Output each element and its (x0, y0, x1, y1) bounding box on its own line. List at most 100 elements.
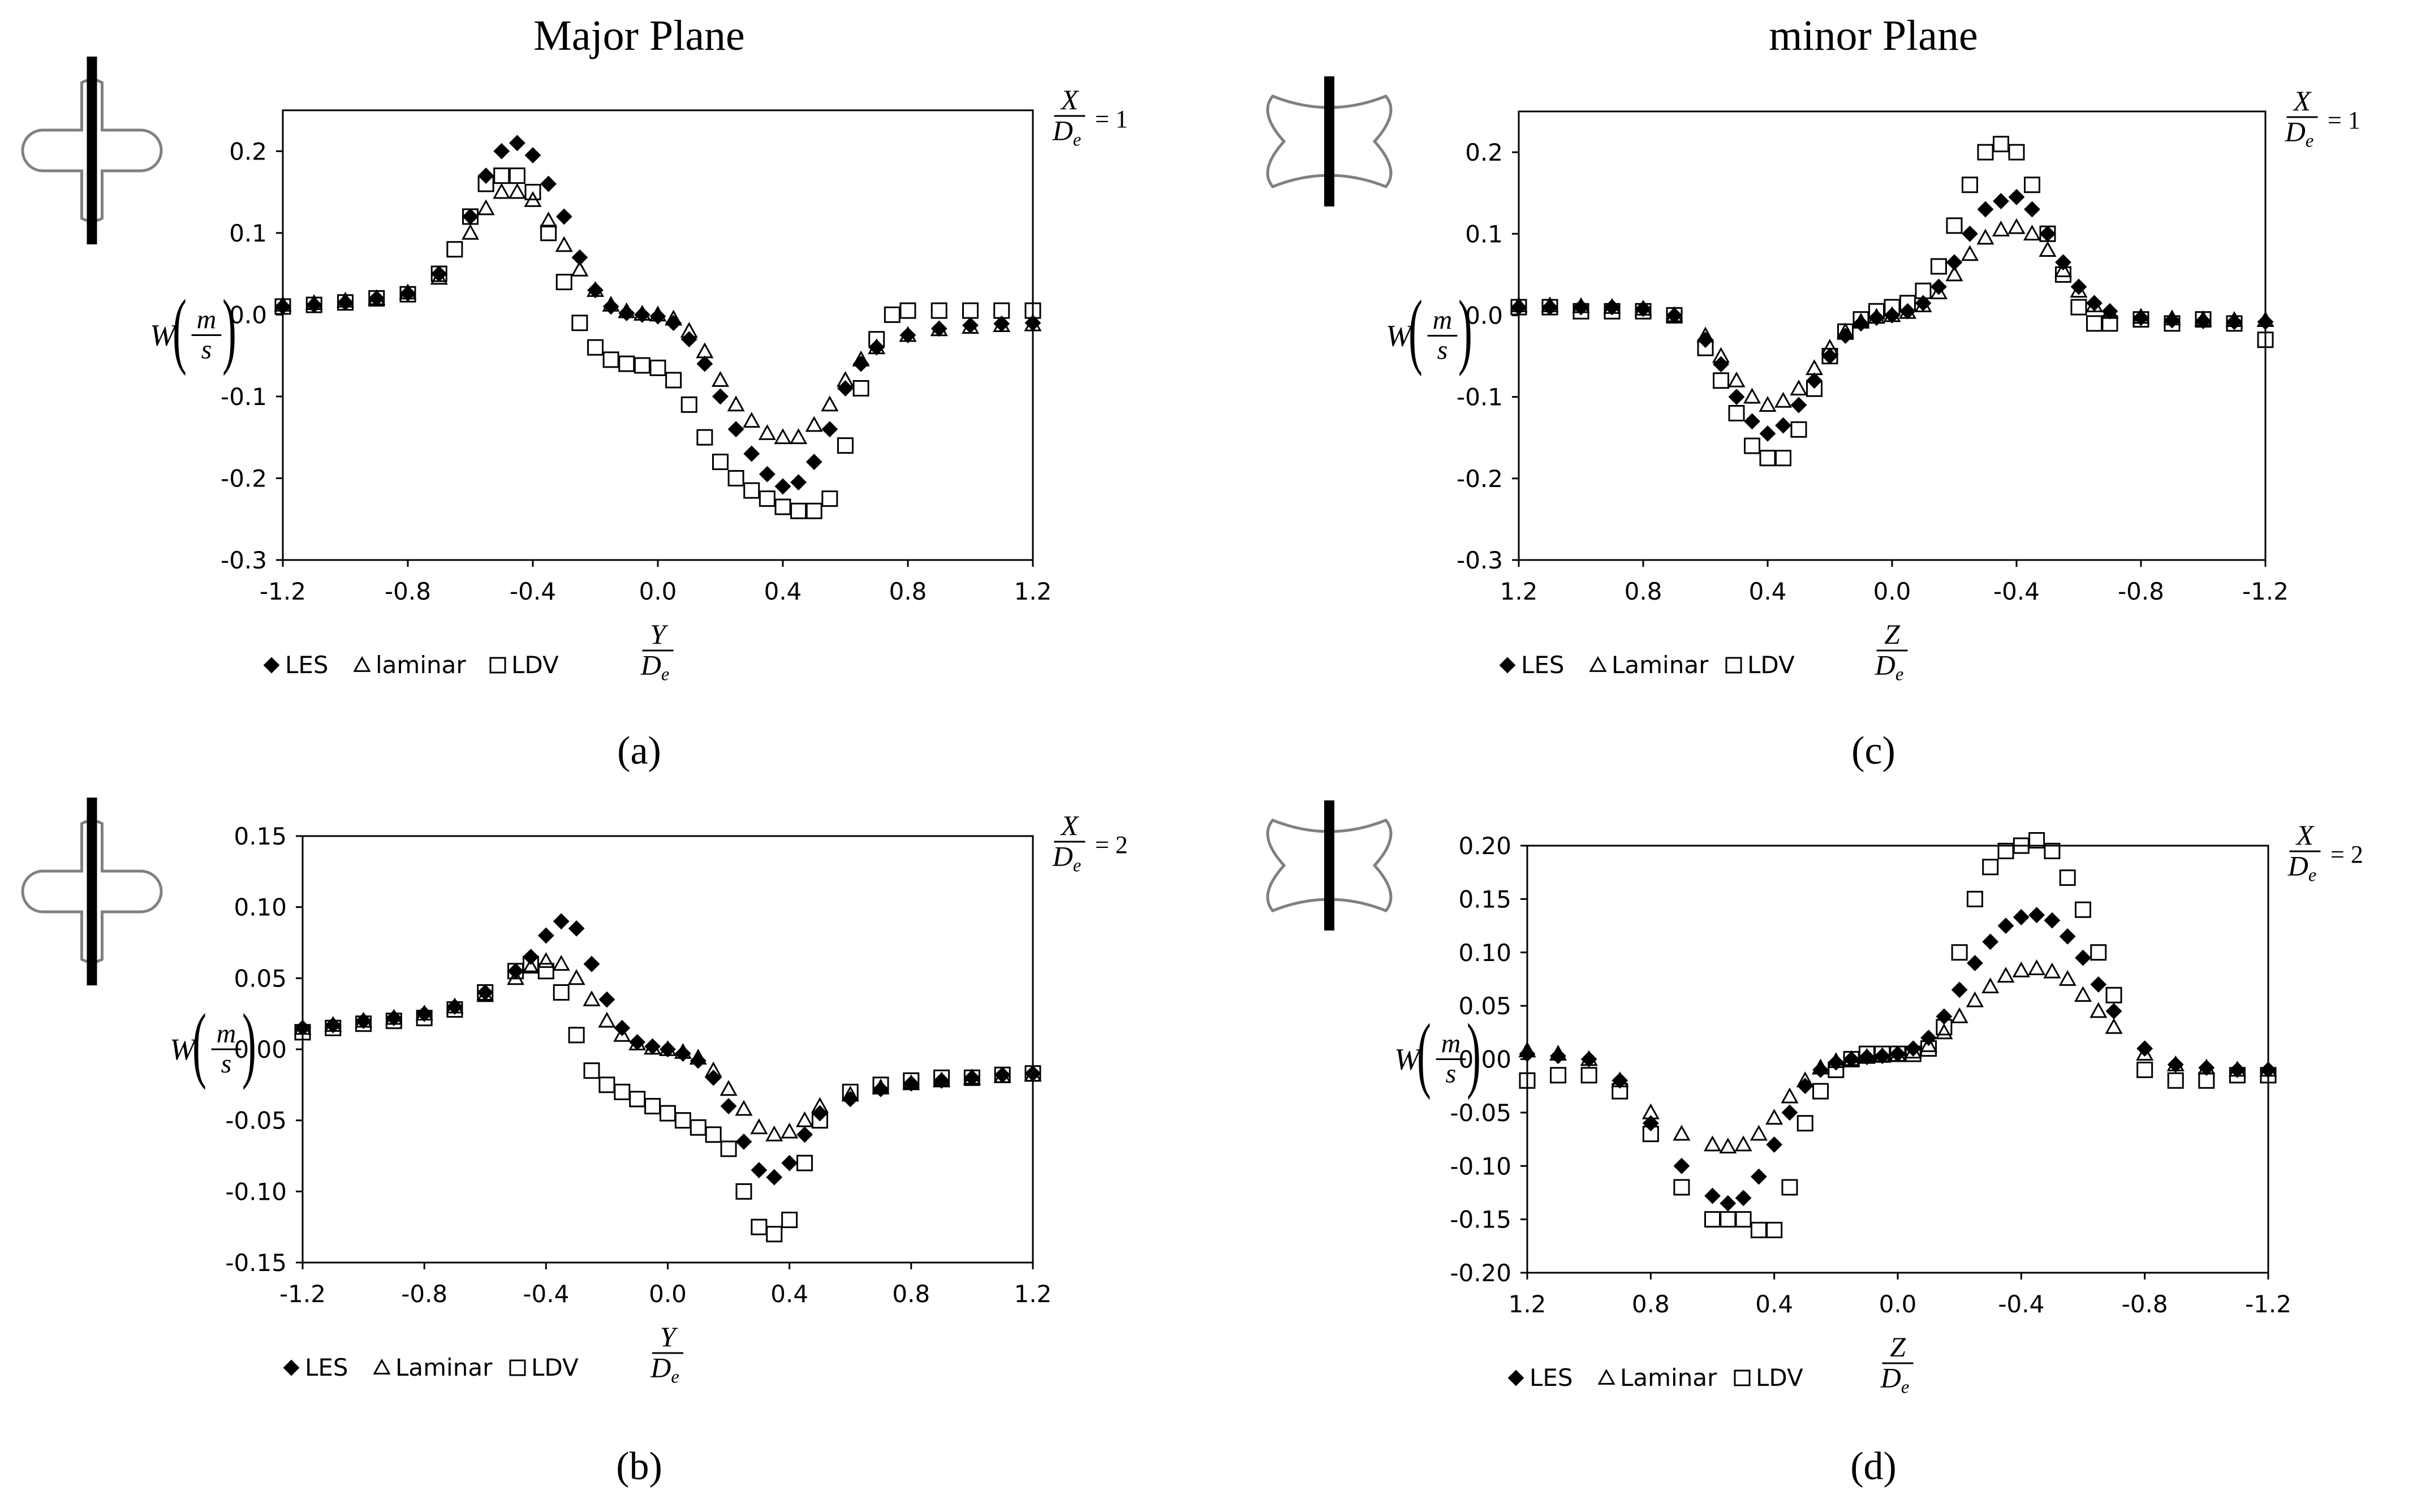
data-point-les (1920, 1029, 1937, 1046)
data-point-les (868, 339, 885, 356)
data-point-laminar (1727, 371, 1746, 387)
data-point-ldv (587, 339, 604, 356)
data-point-ldv (2070, 299, 2087, 316)
y-tick-label: -0.1 (1457, 384, 1503, 411)
data-point-laminar (522, 958, 540, 974)
data-point-les (1666, 307, 1683, 324)
data-point-laminar (711, 371, 730, 387)
y-tick-label: -0.2 (1457, 465, 1503, 493)
data-point-ldv (1962, 176, 1978, 193)
data-point-laminar (781, 1122, 799, 1139)
x-tick-label: -0.4 (510, 578, 556, 605)
data-point-les (2105, 1003, 2122, 1019)
x-tick-label: 0.0 (649, 1280, 687, 1308)
data-point-les (665, 315, 682, 331)
data-point-ldv (1812, 1083, 1829, 1100)
data-point-laminar (2028, 959, 2046, 975)
data-point-laminar (1719, 1138, 1737, 1154)
data-point-les (1519, 1045, 1536, 1062)
panel-label-c: (c) (1851, 729, 1895, 773)
data-point-ldv (1673, 1179, 1690, 1196)
data-point-laminar (2136, 1044, 2154, 1061)
legend-marker-ldv (1725, 657, 1742, 674)
chart-panel-a: -0.3 -0.2 -0.1 0.0 0.1 0.2 -1.2 -0.8 -0.4 0.0 0.4 0… (21, 57, 1128, 773)
paren-left: ( (1417, 1006, 1431, 1100)
data-point-les (2101, 303, 2118, 320)
y-tick-label: -0.15 (225, 1249, 287, 1277)
data-point-les (994, 1066, 1011, 1083)
data-point-les (1899, 303, 1916, 320)
data-point-laminar (1734, 1135, 1752, 1152)
data-point-les (1790, 397, 1807, 413)
y-axis-label-var: W (150, 318, 178, 352)
data-point-les (1859, 1049, 1875, 1066)
data-point-laminar (1945, 265, 1963, 282)
fraction-numerator: X (2293, 85, 2312, 117)
x-tick-label: 0.0 (639, 578, 677, 605)
legend-label-ldv: LDV (531, 1354, 579, 1381)
data-point-les (2070, 278, 2087, 295)
data-point-les (368, 290, 385, 307)
data-point-les (1982, 933, 1999, 950)
data-point-les (1905, 1040, 1921, 1057)
data-point-ldv (1713, 372, 1729, 389)
legend-label-les: LES (285, 651, 329, 679)
x-tick-label: -0.4 (1993, 578, 2040, 605)
x-nozzle-outline (1266, 94, 1393, 188)
data-point-laminar (2074, 986, 2092, 1002)
y-tick-label: -0.2 (221, 464, 267, 492)
fraction-denominator: De (1880, 1362, 1910, 1398)
fraction-numerator: X (1060, 809, 1080, 841)
x-tick-label: 0.8 (892, 1280, 930, 1308)
y-tick-label: -0.10 (1450, 1152, 1511, 1180)
data-point-les (1946, 254, 1963, 271)
data-point-ldv (2167, 1072, 2184, 1089)
cross-nozzle-outline (21, 819, 163, 964)
series-les (1510, 188, 2274, 442)
data-point-les (1604, 299, 1621, 316)
data-point-les (477, 167, 494, 184)
data-point-les (2086, 295, 2103, 312)
data-point-laminar (1929, 283, 1948, 299)
data-point-les (583, 955, 600, 972)
data-point-laminar (743, 412, 761, 428)
data-point-les (2013, 909, 2030, 925)
data-point-laminar (1774, 391, 1793, 408)
data-point-ldv (1946, 217, 1963, 234)
x-tick-label: 0.4 (1749, 578, 1787, 605)
y-tick-label: -0.3 (1457, 546, 1503, 574)
data-point-les (796, 1126, 813, 1143)
data-point-les (1852, 315, 1869, 332)
y-tick-label: -0.10 (225, 1178, 287, 1205)
y-tick-label: 0.15 (1458, 885, 1511, 913)
data-point-laminar (1992, 220, 2010, 236)
legend: LES Laminar LDV (283, 1354, 579, 1381)
legend-label-laminar: Laminar (1620, 1364, 1717, 1392)
fraction-numerator: Y (650, 618, 669, 650)
y-tick-label: 0.10 (1458, 939, 1511, 967)
data-point-les (690, 1052, 706, 1069)
data-point-laminar (555, 236, 573, 252)
data-point-les (696, 355, 713, 372)
x-tick-label: 0.0 (1879, 1290, 1917, 1318)
data-point-laminar (727, 395, 745, 412)
x-tick-label: 0.0 (1873, 578, 1911, 605)
legend-marker-ldv (1734, 1369, 1751, 1386)
data-point-ldv (884, 306, 901, 323)
data-point-les (712, 388, 729, 405)
data-point-les (680, 331, 697, 348)
data-point-les (1962, 225, 1978, 242)
data-point-ldv (553, 984, 570, 1001)
fraction-numerator: m (1433, 305, 1453, 335)
y-tick-label: -0.05 (1450, 1099, 1511, 1127)
location-value: = 1 (1095, 105, 1128, 133)
x-tick-label: -1.2 (2242, 578, 2289, 605)
data-point-ldv (1781, 1179, 1798, 1196)
data-point-les (1884, 307, 1901, 324)
data-point-laminar (2089, 1002, 2108, 1018)
data-point-ldv (1931, 258, 1947, 275)
data-point-ldv (1580, 1067, 1597, 1084)
data-point-ldv (837, 437, 854, 454)
x-tick-label: -0.4 (1998, 1290, 2044, 1318)
data-point-les (2164, 312, 2181, 329)
